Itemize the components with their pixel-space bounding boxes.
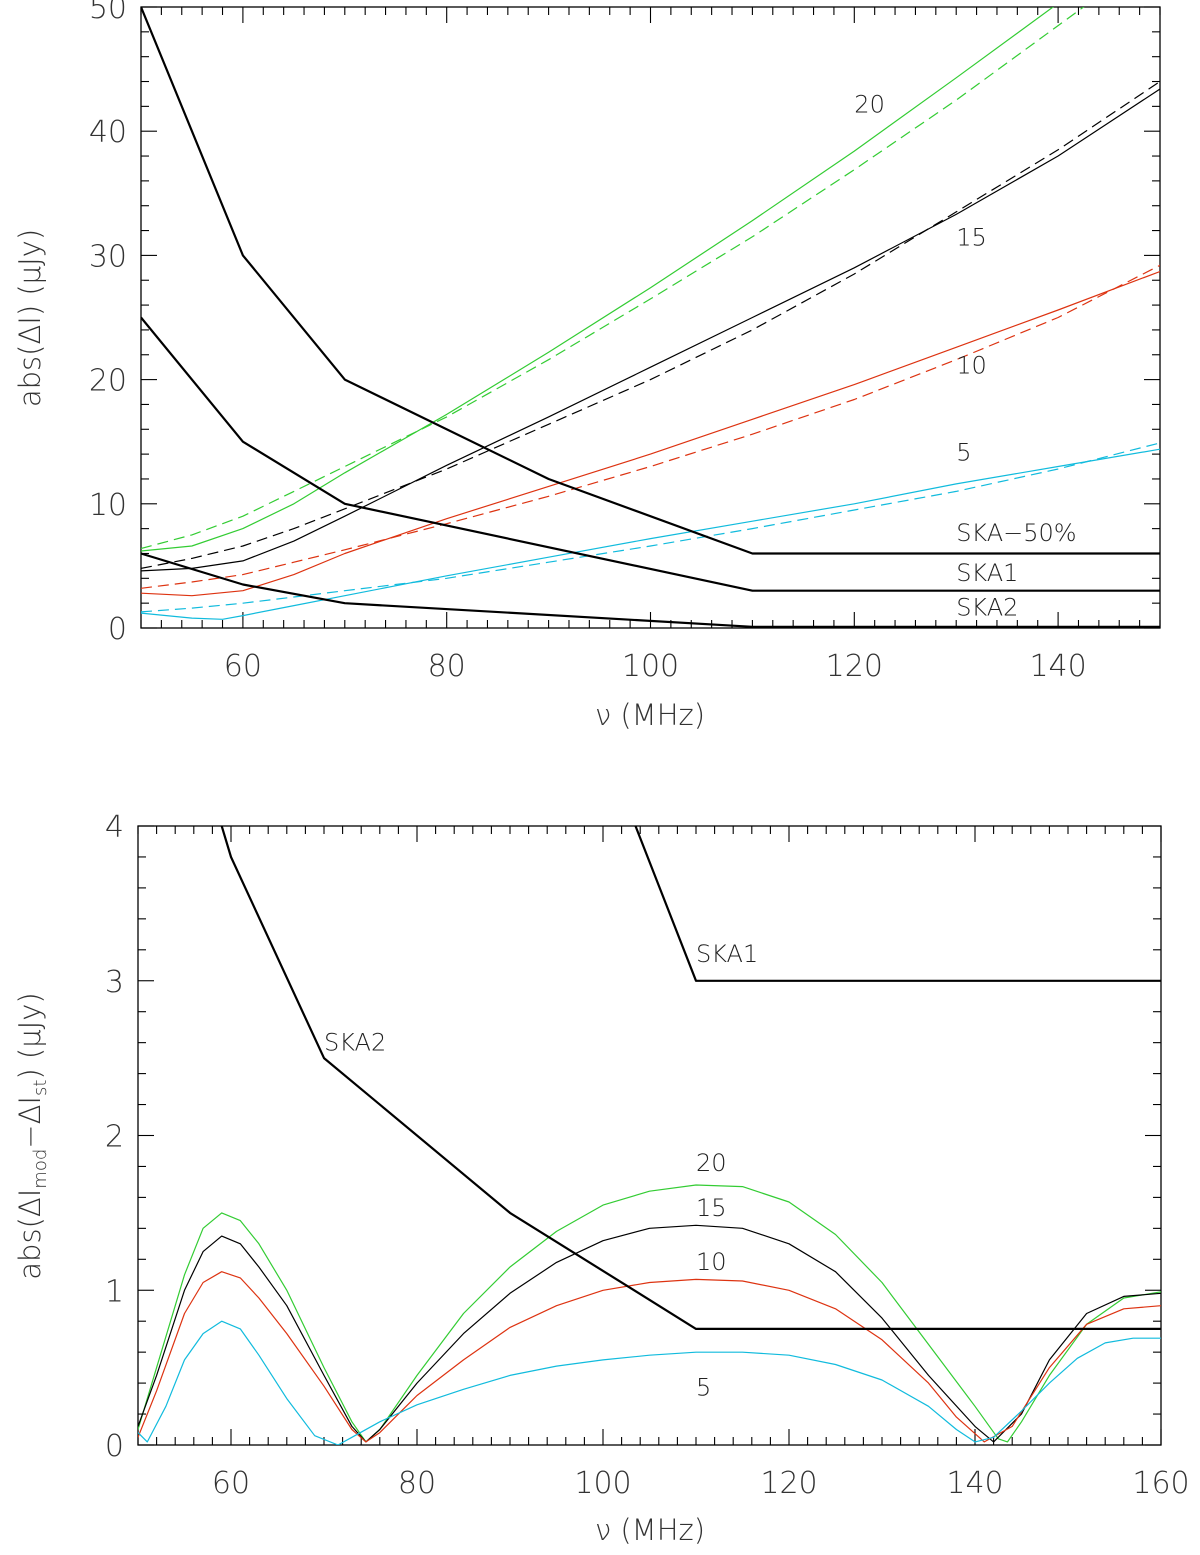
annotation-label: 15: [696, 1194, 727, 1222]
annotation-label: 5: [956, 438, 971, 466]
series-line-15-solid: [141, 88, 1160, 572]
series-line-ska2: [141, 552, 1160, 628]
series-line-ska1: [141, 316, 1160, 592]
x-tick-label: 80: [398, 1466, 436, 1501]
series-line-ska1: [634, 826, 1161, 982]
x-tick-label: 80: [428, 649, 466, 684]
y-tick-label: 10: [89, 488, 127, 523]
series-line-5-dashed: [141, 442, 1160, 613]
series-line-20-dashed: [141, 7, 1085, 550]
series-line-10-solid: [141, 270, 1160, 597]
x-tick-label: 160: [1132, 1466, 1189, 1501]
y-tick-label: 30: [89, 239, 127, 274]
annotation-label: 20: [696, 1149, 727, 1177]
annotation-label: 15: [956, 223, 987, 251]
chart-top-ticks: [140, 6, 1161, 629]
y-tick-label: 3: [105, 965, 124, 1000]
x-tick-label: 140: [1029, 649, 1086, 684]
chart-top-y-axis-label: abs(ΔI) (μJy): [13, 229, 47, 407]
annotation-label: SKA−50%: [956, 519, 1076, 547]
chart-bottom-annotations: SKA1 SKA2 20 15 10 5: [324, 940, 758, 1401]
y-tick-label: 1: [105, 1274, 124, 1309]
chart-top: 60 80 100 120 140 0 10 20 30 40 50 20 15 10 5 SKA−50% S…: [13, 0, 1161, 732]
x-tick-label: 60: [212, 1466, 250, 1501]
series-line-20-solid: [141, 7, 1055, 552]
y-tick-label: 0: [105, 1429, 124, 1464]
series-line-ska2: [220, 826, 1161, 1331]
y-tick-label: 40: [89, 115, 127, 150]
series-line-15: [138, 1224, 1161, 1443]
series-line-5: [138, 1320, 1161, 1445]
x-tick-label: 120: [826, 649, 883, 684]
series-line-ska-50-: [141, 7, 1160, 555]
chart-bottom-frame: [137, 825, 1162, 1446]
annotation-label: 5: [696, 1373, 711, 1401]
ylabel-sub-mod: mod: [30, 1149, 51, 1189]
x-tick-label: 100: [574, 1466, 631, 1501]
annotation-label: 20: [854, 91, 885, 119]
chart-top-x-axis-label: ν (MHz): [595, 698, 705, 732]
y-tick-label: 2: [105, 1120, 124, 1155]
series-line-10-dashed: [141, 264, 1160, 589]
chart-bottom-x-axis-label: ν (MHz): [595, 1513, 705, 1547]
y-tick-label: 4: [105, 810, 124, 845]
series-line-15-dashed: [141, 81, 1160, 569]
chart-bottom: 60 80 100 120 140 160 0 1 2 3 4 SKA1 SKA2 20 15 10 5 ν …: [13, 810, 1190, 1547]
chart-bottom-tick-labels: 60 80 100 120 140 160 0 1 2 3 4: [105, 810, 1190, 1501]
x-tick-label: 140: [946, 1466, 1003, 1501]
ylabel-sub-st: st: [30, 1080, 51, 1096]
chart-top-series: [141, 7, 1160, 628]
annotation-label: SKA2: [956, 594, 1018, 622]
y-tick-label: 0: [108, 612, 127, 647]
chart-top-annotations: 20 15 10 5 SKA−50% SKA1 SKA2: [854, 91, 1076, 622]
annotation-label: SKA2: [324, 1028, 386, 1056]
x-tick-label: 100: [622, 649, 679, 684]
chart-bottom-series: [138, 826, 1161, 1445]
chart-bottom-ticks: [137, 825, 1162, 1446]
ylabel-part-pre: abs(ΔI: [13, 1189, 47, 1280]
chart-bottom-y-axis-label: abs(ΔImod−ΔIst) (μJy): [13, 992, 51, 1279]
annotation-label: SKA1: [696, 940, 758, 968]
ylabel-part-mid: −ΔI: [13, 1096, 47, 1149]
series-line-10: [138, 1271, 1161, 1443]
y-tick-label: 20: [89, 364, 127, 399]
x-tick-label: 120: [760, 1466, 817, 1501]
annotation-label: 10: [696, 1248, 727, 1276]
series-line-20: [138, 1184, 1161, 1443]
y-tick-label: 50: [89, 0, 127, 26]
chart-top-tick-labels: 60 80 100 120 140 0 10 20 30 40 50: [89, 0, 1087, 684]
annotation-label: 10: [956, 351, 987, 379]
series-line-5-solid: [141, 448, 1160, 620]
annotation-label: SKA1: [956, 559, 1018, 587]
ylabel-part-post: ) (μJy): [13, 992, 47, 1079]
x-tick-label: 60: [224, 649, 262, 684]
